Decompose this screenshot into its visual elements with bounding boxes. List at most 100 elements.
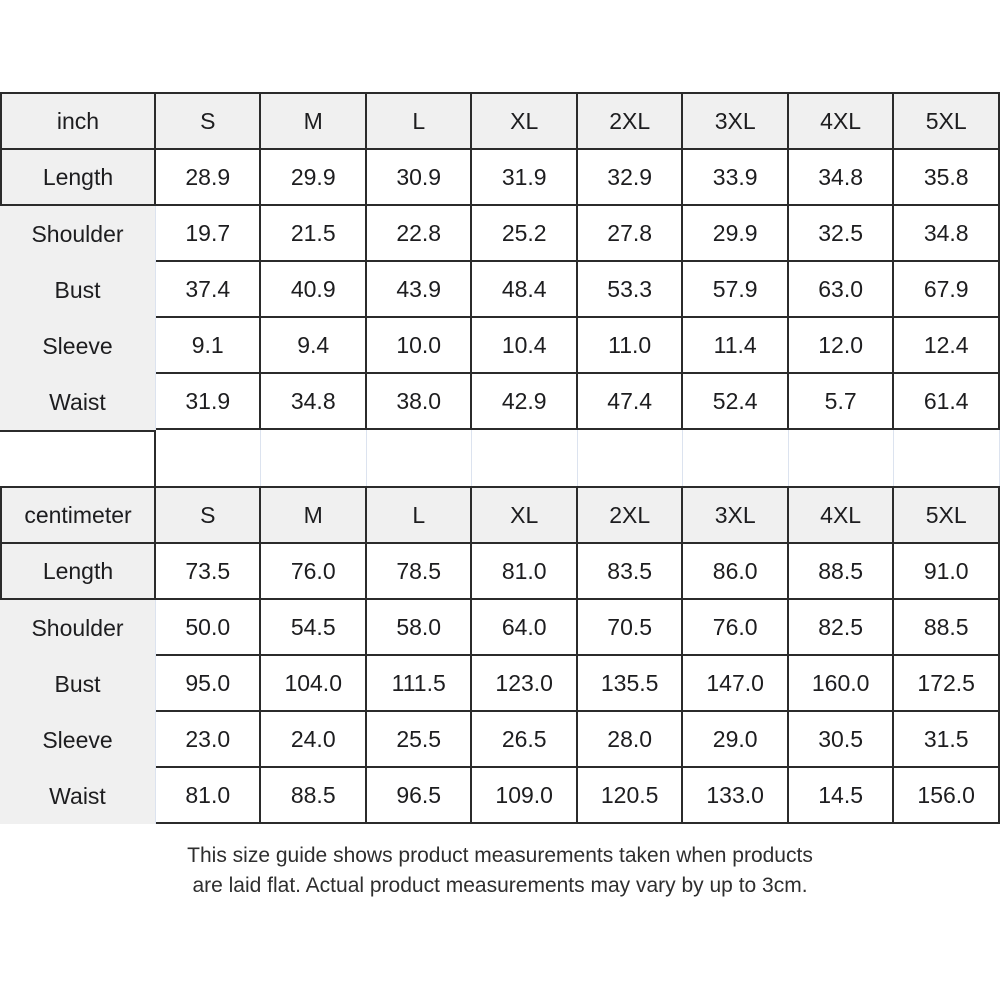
value-cell: 52.4 bbox=[683, 374, 789, 430]
value-cell: 27.8 bbox=[577, 206, 684, 262]
value-cell: 63.0 bbox=[788, 262, 895, 318]
size-header-cell: XL bbox=[472, 92, 578, 150]
row-label-cell: Sleeve bbox=[0, 318, 156, 374]
value-cell: 47.4 bbox=[577, 374, 684, 430]
value-cell: 76.0 bbox=[683, 600, 789, 656]
size-header-cell: M bbox=[261, 92, 367, 150]
value-cell: 54.5 bbox=[261, 600, 367, 656]
cm-row-shoulder: Shoulder 50.0 54.5 58.0 64.0 70.5 76.0 8… bbox=[0, 600, 1000, 656]
value-cell: 26.5 bbox=[472, 712, 578, 768]
value-cell: 21.5 bbox=[261, 206, 367, 262]
value-cell: 32.5 bbox=[788, 206, 895, 262]
value-cell: 31.9 bbox=[472, 150, 578, 206]
value-cell: 67.9 bbox=[894, 262, 1000, 318]
value-cell: 9.1 bbox=[156, 318, 262, 374]
value-cell: 147.0 bbox=[683, 656, 789, 712]
unit-header-cell: inch bbox=[0, 92, 156, 150]
size-header-cell: 5XL bbox=[894, 486, 1000, 544]
size-header-cell: 2XL bbox=[577, 486, 684, 544]
size-header-cell: L bbox=[366, 92, 473, 150]
size-header-cell: L bbox=[366, 486, 473, 544]
row-label-cell: Shoulder bbox=[0, 600, 156, 656]
value-cell: 34.8 bbox=[788, 150, 895, 206]
value-cell: 48.4 bbox=[472, 262, 578, 318]
size-header-cell: M bbox=[261, 486, 367, 544]
value-cell: 42.9 bbox=[472, 374, 578, 430]
value-cell: 23.0 bbox=[156, 712, 262, 768]
spacer-cell bbox=[788, 430, 895, 486]
unit-header-cell: centimeter bbox=[0, 486, 156, 544]
row-label-cell: Waist bbox=[0, 768, 156, 824]
value-cell: 29.9 bbox=[261, 150, 367, 206]
row-label-cell: Shoulder bbox=[0, 206, 156, 262]
value-cell: 10.0 bbox=[366, 318, 473, 374]
value-cell: 81.0 bbox=[472, 544, 578, 600]
spacer-cell bbox=[894, 430, 1000, 486]
row-label-cell: Sleeve bbox=[0, 712, 156, 768]
spacer-cell bbox=[366, 430, 473, 486]
value-cell: 78.5 bbox=[366, 544, 473, 600]
value-cell: 43.9 bbox=[366, 262, 473, 318]
value-cell: 31.5 bbox=[894, 712, 1000, 768]
value-cell: 28.9 bbox=[156, 150, 262, 206]
spacer-row bbox=[0, 430, 1000, 486]
value-cell: 104.0 bbox=[261, 656, 367, 712]
inch-row-shoulder: Shoulder 19.7 21.5 22.8 25.2 27.8 29.9 3… bbox=[0, 206, 1000, 262]
spacer-cell bbox=[472, 430, 578, 486]
value-cell: 29.0 bbox=[683, 712, 789, 768]
size-chart-area: inch S M L XL 2XL 3XL 4XL 5XL Length 28.… bbox=[0, 92, 1000, 824]
size-header-cell: 2XL bbox=[577, 92, 684, 150]
size-header-cell: XL bbox=[472, 486, 578, 544]
value-cell: 29.9 bbox=[683, 206, 789, 262]
spacer-cell bbox=[261, 430, 367, 486]
value-cell: 88.5 bbox=[894, 600, 1000, 656]
row-label-cell: Bust bbox=[0, 262, 156, 318]
spacer-cell bbox=[156, 430, 262, 486]
size-header-cell: 4XL bbox=[788, 486, 895, 544]
size-chart-table: inch S M L XL 2XL 3XL 4XL 5XL Length 28.… bbox=[0, 92, 1000, 824]
value-cell: 172.5 bbox=[894, 656, 1000, 712]
spacer-cell bbox=[0, 430, 156, 486]
row-label-cell: Waist bbox=[0, 374, 156, 430]
size-guide-note-line1: This size guide shows product measuremen… bbox=[187, 844, 813, 867]
value-cell: 19.7 bbox=[156, 206, 262, 262]
cm-row-length: Length 73.5 76.0 78.5 81.0 83.5 86.0 88.… bbox=[0, 544, 1000, 600]
value-cell: 34.8 bbox=[894, 206, 1000, 262]
cm-row-bust: Bust 95.0 104.0 111.5 123.0 135.5 147.0 … bbox=[0, 656, 1000, 712]
spacer-cell bbox=[683, 430, 789, 486]
size-header-cell: S bbox=[156, 486, 262, 544]
value-cell: 81.0 bbox=[156, 768, 262, 824]
value-cell: 22.8 bbox=[366, 206, 473, 262]
value-cell: 31.9 bbox=[156, 374, 262, 430]
value-cell: 82.5 bbox=[788, 600, 895, 656]
inch-row-length: Length 28.9 29.9 30.9 31.9 32.9 33.9 34.… bbox=[0, 150, 1000, 206]
size-header-cell: 3XL bbox=[683, 486, 789, 544]
value-cell: 70.5 bbox=[577, 600, 684, 656]
value-cell: 34.8 bbox=[261, 374, 367, 430]
value-cell: 38.0 bbox=[366, 374, 473, 430]
value-cell: 5.7 bbox=[788, 374, 895, 430]
value-cell: 50.0 bbox=[156, 600, 262, 656]
cm-row-waist: Waist 81.0 88.5 96.5 109.0 120.5 133.0 1… bbox=[0, 768, 1000, 824]
inch-row-bust: Bust 37.4 40.9 43.9 48.4 53.3 57.9 63.0 … bbox=[0, 262, 1000, 318]
value-cell: 88.5 bbox=[261, 768, 367, 824]
value-cell: 156.0 bbox=[894, 768, 1000, 824]
inch-row-sleeve: Sleeve 9.1 9.4 10.0 10.4 11.0 11.4 12.0 … bbox=[0, 318, 1000, 374]
value-cell: 64.0 bbox=[472, 600, 578, 656]
value-cell: 133.0 bbox=[683, 768, 789, 824]
row-label-cell: Length bbox=[0, 544, 156, 600]
value-cell: 24.0 bbox=[261, 712, 367, 768]
value-cell: 91.0 bbox=[894, 544, 1000, 600]
value-cell: 120.5 bbox=[577, 768, 684, 824]
value-cell: 35.8 bbox=[894, 150, 1000, 206]
inch-header-row: inch S M L XL 2XL 3XL 4XL 5XL bbox=[0, 92, 1000, 150]
size-guide-note-line2: are laid flat. Actual product measuremen… bbox=[192, 874, 808, 897]
value-cell: 32.9 bbox=[577, 150, 684, 206]
size-header-cell: 5XL bbox=[894, 92, 1000, 150]
value-cell: 58.0 bbox=[366, 600, 473, 656]
cm-row-sleeve: Sleeve 23.0 24.0 25.5 26.5 28.0 29.0 30.… bbox=[0, 712, 1000, 768]
value-cell: 57.9 bbox=[683, 262, 789, 318]
value-cell: 11.0 bbox=[577, 318, 684, 374]
size-header-cell: 4XL bbox=[788, 92, 895, 150]
